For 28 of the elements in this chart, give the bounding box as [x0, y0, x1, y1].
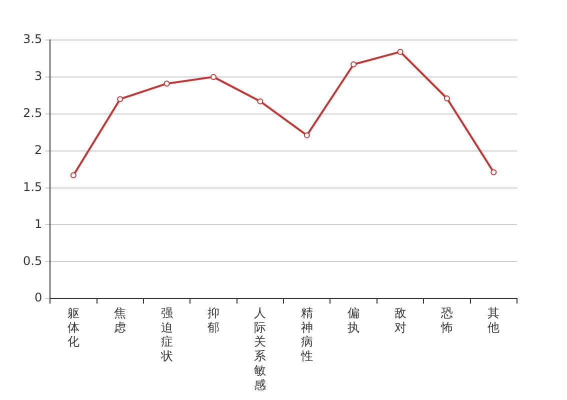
y-tick-label: 2	[34, 142, 42, 157]
x-tick-label: 躯体化	[67, 306, 80, 349]
point	[210, 74, 217, 80]
point	[350, 61, 357, 68]
y-tick-label: 1	[34, 216, 42, 231]
point	[444, 95, 450, 102]
x-tick-label: 精神病性	[300, 306, 313, 364]
point	[164, 80, 170, 87]
x-tick-label: 其他	[488, 306, 500, 334]
x-tick-label: 敌对	[394, 306, 406, 334]
y-tick-label: 2.5	[22, 106, 42, 120]
x-tick-label: 偏执	[348, 306, 360, 334]
x-tick-label: 抑郁	[208, 306, 220, 334]
x-tick-label: 强迫症状	[160, 306, 173, 364]
y-tick-label: 1.5	[22, 180, 42, 194]
point	[257, 98, 264, 104]
point	[397, 48, 404, 55]
point	[70, 172, 76, 178]
point	[304, 132, 310, 138]
point	[490, 169, 497, 176]
y-tick-label: 3	[34, 69, 42, 84]
x-tick-label: 恐怖	[440, 306, 453, 334]
y-tick-label: 0.5	[22, 254, 42, 268]
y-tick-label: 0	[34, 290, 42, 305]
point	[117, 96, 124, 102]
y-tick-label: 3.5	[22, 32, 42, 46]
x-tick-label: 人际关系敏感	[254, 306, 266, 392]
x-tick-label: 焦虑	[114, 306, 126, 334]
